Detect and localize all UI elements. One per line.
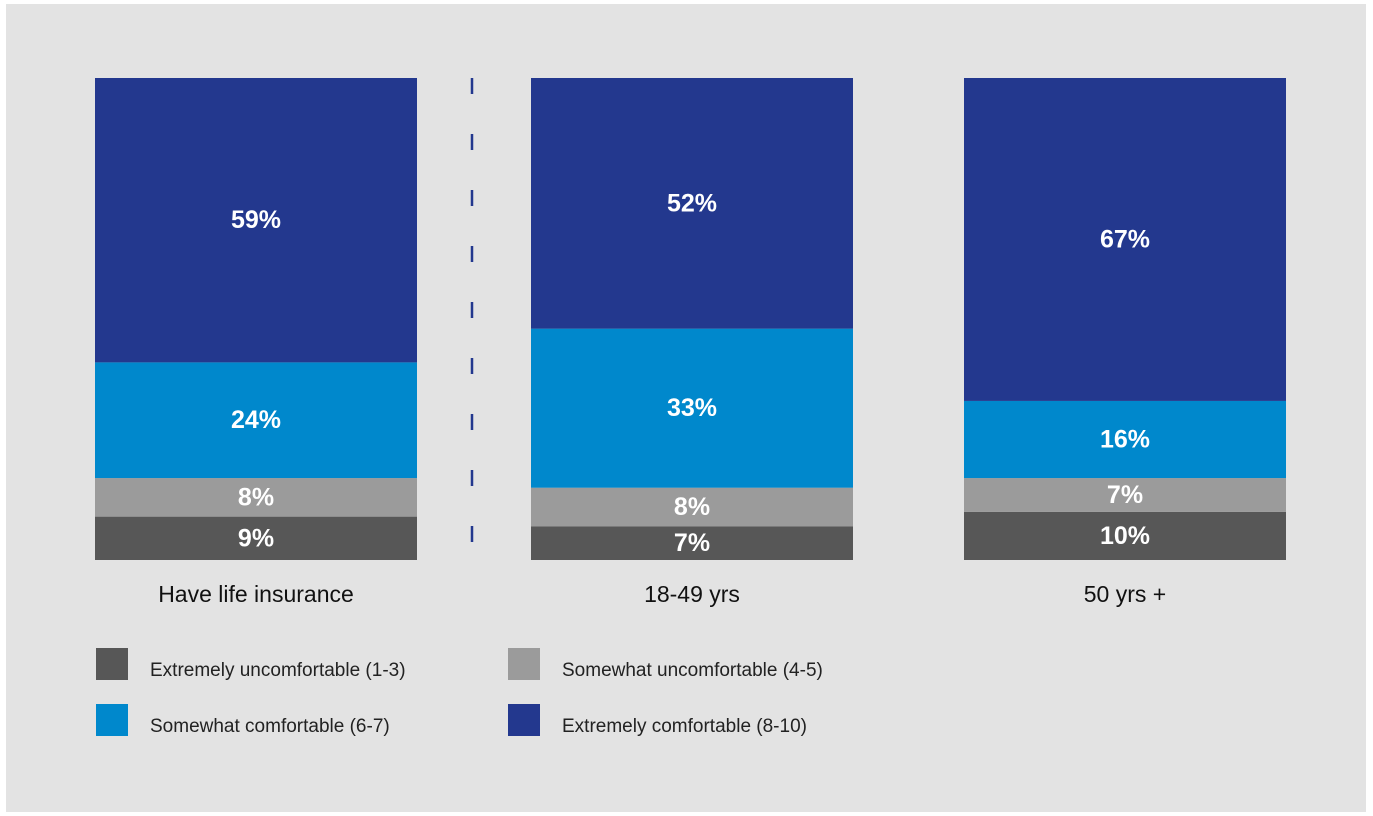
category-label: 50 yrs +	[1084, 581, 1166, 607]
bar-segment	[531, 487, 853, 527]
bar-segment	[964, 478, 1286, 512]
legend-label: Somewhat comfortable (6-7)	[150, 716, 390, 737]
data-label: 52%	[667, 189, 717, 217]
data-label: 24%	[231, 406, 281, 434]
bar-segment	[964, 511, 1286, 560]
data-label: 67%	[1100, 225, 1150, 253]
bar-segment	[95, 78, 417, 363]
legend-item-extremely-comfortable: Extremely comfortable (8-10)	[508, 704, 807, 738]
legend-label: Somewhat uncomfortable (4-5)	[562, 660, 823, 681]
legend-swatch	[508, 648, 540, 680]
legend-item-somewhat-comfortable: Somewhat comfortable (6-7)	[96, 704, 390, 738]
legend-item-somewhat-uncomfortable: Somewhat uncomfortable (4-5)	[508, 648, 823, 682]
bar-segment	[531, 78, 853, 329]
data-label: 33%	[667, 394, 717, 422]
bar-segment	[95, 478, 417, 517]
data-label: 8%	[674, 493, 710, 521]
data-label: 7%	[674, 529, 710, 557]
bar-segment	[95, 516, 417, 560]
legend-label: Extremely comfortable (8-10)	[562, 716, 807, 737]
bar-segment	[531, 526, 853, 560]
data-label: 7%	[1107, 481, 1143, 509]
data-label: 10%	[1100, 522, 1150, 550]
category-label: Have life insurance	[158, 581, 354, 607]
legend-label: Extremely uncomfortable (1-3)	[150, 660, 406, 681]
data-label: 16%	[1100, 426, 1150, 454]
bar-segment	[964, 78, 1286, 401]
data-label: 59%	[231, 206, 281, 234]
data-label: 8%	[238, 483, 274, 511]
stacked-bar-chart: 9% 8% 24% 59% Have life insurance 7% 8% 33% 52% 1…	[95, 78, 1286, 607]
bar-segment	[964, 400, 1286, 479]
legend-swatch	[508, 704, 540, 736]
legend-swatch	[96, 704, 128, 736]
legend-swatch	[96, 648, 128, 680]
data-label: 9%	[238, 524, 274, 552]
bar-segment	[95, 362, 417, 479]
category-label: 18-49 yrs	[644, 581, 740, 607]
bar-segment	[531, 328, 853, 488]
legend-item-extremely-uncomfortable: Extremely uncomfortable (1-3)	[96, 648, 406, 682]
